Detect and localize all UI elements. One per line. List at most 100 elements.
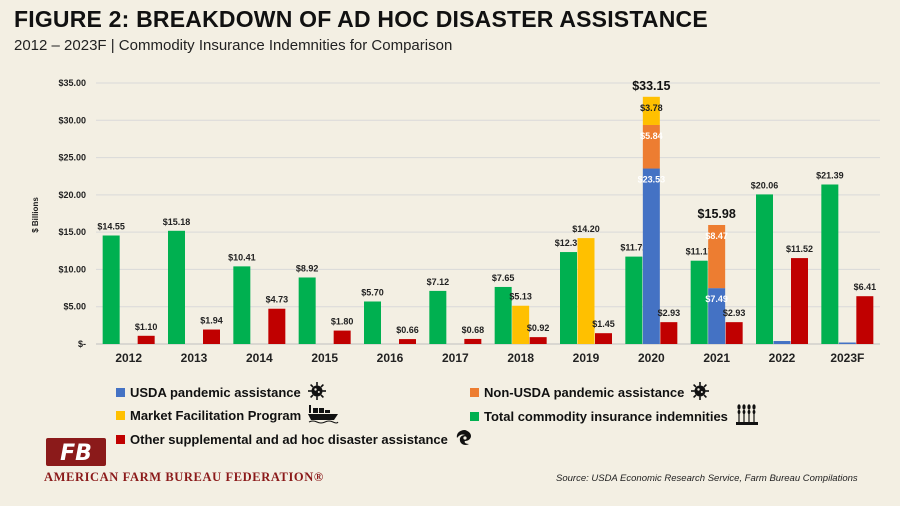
data-label-other: $11.52 — [786, 244, 813, 254]
bar-other — [660, 322, 678, 344]
x-tick-label: 2019 — [573, 351, 600, 365]
source-note: Source: USDA Economic Research Service, … — [556, 473, 858, 484]
legend-swatch — [116, 435, 125, 444]
data-label-other: $0.66 — [396, 325, 419, 335]
y-tick-label: $30.00 — [58, 115, 86, 125]
data-label-other: $1.80 — [331, 317, 354, 327]
x-tick-label: 2023F — [830, 351, 864, 365]
y-tick-label: $35.00 — [58, 78, 86, 88]
y-tick-label: $5.00 — [63, 302, 86, 312]
legend-item-mfp: Market Facilitation Program — [116, 404, 339, 427]
bar-non-usda-pandemic — [642, 124, 660, 169]
bar-other — [333, 330, 351, 344]
bar-insurance — [429, 290, 447, 344]
data-label-non-usda-pandemic: $8.47 — [705, 231, 728, 241]
data-label-insurance: $11.72 — [620, 243, 647, 253]
x-tick-label: 2020 — [638, 351, 665, 365]
bar-mfp — [577, 238, 595, 344]
data-label-insurance: $20.06 — [751, 180, 779, 190]
data-label-insurance: $5.70 — [361, 287, 384, 297]
bar-usda-pandemic — [708, 288, 726, 344]
bar-mfp — [642, 96, 660, 125]
logo-letters: FB — [60, 441, 92, 466]
data-label-insurance: $15.18 — [163, 217, 191, 227]
legend-item-other: Other supplemental and ad hoc disaster a… — [116, 427, 476, 452]
legend-swatch — [470, 388, 479, 397]
y-tick-label: $- — [78, 339, 86, 349]
chart-subtitle: 2012 – 2023F | Commodity Insurance Indem… — [14, 37, 453, 54]
data-label-usda-pandemic: $7.49 — [705, 294, 728, 304]
legend-item-insurance: Total commodity insurance indemnities — [470, 404, 760, 429]
legend-label: USDA pandemic assistance — [130, 385, 301, 400]
bar-other — [725, 322, 743, 344]
bar-usda-pandemic — [773, 341, 791, 344]
x-tick-label: 2017 — [442, 351, 469, 365]
legend-swatch — [116, 411, 125, 420]
x-tick-label: 2014 — [246, 351, 273, 365]
bar-other — [137, 335, 155, 344]
bar-other — [791, 258, 808, 344]
legend-item-non-usda-pandemic: Non-USDA pandemic assistance — [470, 381, 710, 404]
bar-insurance — [102, 235, 120, 344]
virus-icon — [690, 381, 710, 404]
legend-item-usda-pandemic: USDA pandemic assistance — [116, 381, 327, 404]
chart-title: FIGURE 2: BREAKDOWN OF AD HOC DISASTER A… — [14, 6, 708, 32]
bar-other — [464, 338, 482, 344]
data-label-other: $0.68 — [462, 325, 485, 335]
data-label-other: $1.45 — [592, 319, 615, 329]
organization-name: AMERICAN FARM BUREAU FEDERATION® — [44, 470, 324, 484]
x-tick-label: 2021 — [703, 351, 730, 365]
data-label-non-usda-pandemic: $5.84 — [640, 131, 663, 141]
data-label-other: $6.41 — [854, 282, 877, 292]
bar-mfp — [512, 305, 530, 344]
data-label-mfp: $3.78 — [640, 103, 663, 113]
data-label-other: $2.93 — [723, 308, 746, 318]
x-tick-label: 2013 — [181, 351, 208, 365]
legend-label: Other supplemental and ad hoc disaster a… — [130, 432, 448, 447]
bar-insurance — [494, 286, 512, 344]
bar-insurance — [756, 194, 773, 344]
x-tick-label: 2018 — [507, 351, 534, 365]
virus-icon — [307, 381, 327, 404]
data-label-other: $2.93 — [658, 308, 681, 318]
bar-insurance — [298, 277, 316, 344]
y-tick-label: $25.00 — [58, 153, 86, 163]
bar-usda-pandemic — [838, 342, 856, 344]
wheat-icon — [734, 404, 760, 429]
bar-other — [856, 296, 874, 344]
bar-insurance — [233, 266, 251, 344]
data-label-insurance: $12.33 — [555, 238, 583, 248]
bar-other — [595, 333, 612, 344]
bar-non-usda-pandemic — [708, 224, 726, 289]
data-label-insurance: $7.65 — [492, 273, 515, 283]
hurricane-icon — [454, 427, 476, 452]
x-tick-label: 2016 — [377, 351, 404, 365]
data-label-other: $4.73 — [266, 295, 289, 305]
cargo-ship-icon — [307, 404, 339, 427]
data-label-other: $0.92 — [527, 323, 550, 333]
data-label-other: $1.10 — [135, 322, 158, 332]
legend-swatch — [116, 388, 125, 397]
x-tick-label: 2015 — [311, 351, 338, 365]
data-label-insurance: $21.39 — [816, 170, 844, 180]
bar-insurance — [821, 184, 839, 344]
bar-insurance — [625, 256, 643, 344]
y-tick-label: $10.00 — [58, 264, 86, 274]
legend-label: Non-USDA pandemic assistance — [484, 385, 685, 400]
data-label-insurance: $8.92 — [296, 263, 319, 273]
data-label-insurance: $11.17 — [686, 247, 713, 257]
legend-swatch — [470, 412, 479, 421]
data-label-total: $33.15 — [632, 79, 670, 93]
data-label-other: $1.94 — [200, 316, 223, 326]
data-label-total: $15.98 — [698, 207, 736, 221]
farm-bureau-logo: FB — [44, 436, 108, 473]
x-tick-label: 2022 — [769, 351, 796, 365]
bar-insurance — [364, 301, 381, 344]
y-tick-label: $20.00 — [58, 190, 86, 200]
y-tick-label: $15.00 — [58, 227, 86, 237]
bar-insurance — [690, 260, 708, 344]
data-label-insurance: $7.12 — [427, 277, 450, 287]
bar-other — [203, 329, 220, 344]
legend-label: Total commodity insurance indemnities — [484, 409, 728, 424]
